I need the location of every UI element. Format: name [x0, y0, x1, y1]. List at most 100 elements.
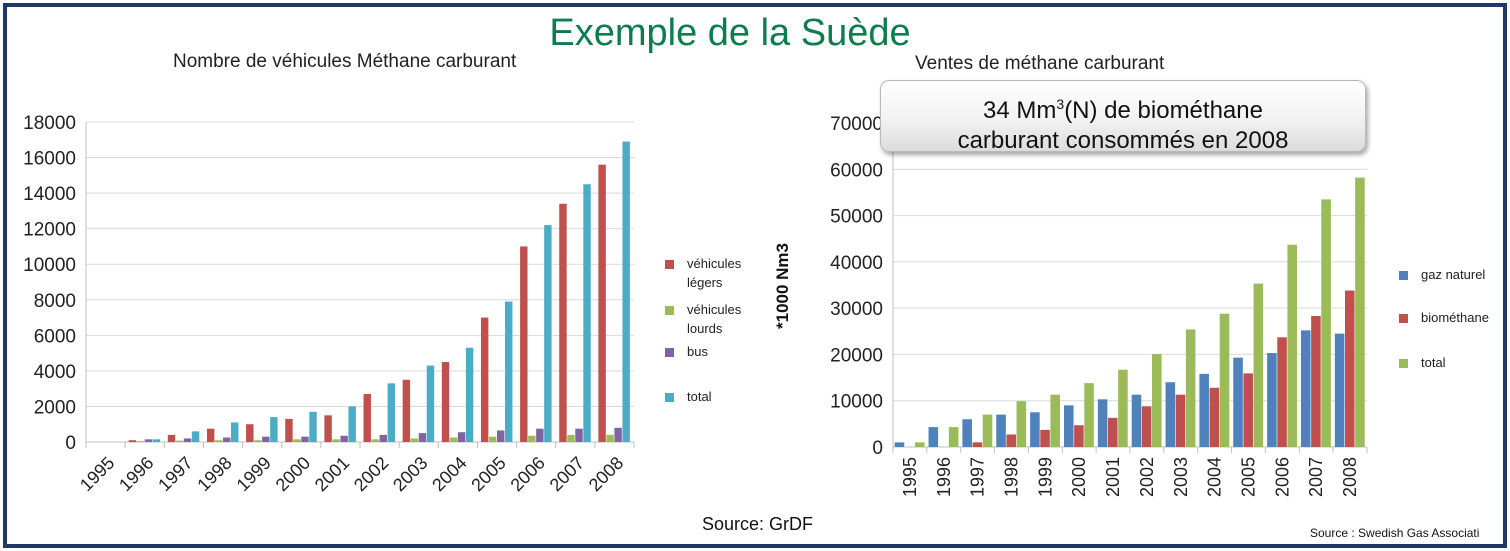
left-chart-bar-véhicules-lourds — [606, 434, 614, 442]
right-chart-bar-total — [1321, 199, 1331, 447]
left-chart-category-label: 2001 — [311, 453, 353, 495]
right-chart-category-label: 1997 — [968, 457, 988, 497]
right-chart-category-label: 2004 — [1205, 457, 1225, 497]
right-chart-y-tick-label: 20000 — [830, 345, 883, 366]
left-chart-bar-véhicules-légers — [206, 428, 215, 442]
left-chart-bar-bus — [418, 433, 427, 442]
right-chart-category-label: 2000 — [1069, 457, 1089, 497]
left-chart-bar-total — [465, 347, 474, 442]
callout-line-1: 34 Mm3(N) de biométhane — [881, 89, 1365, 126]
right-chart-bar-gaz-naturel — [962, 419, 972, 447]
left-chart-bar-total — [583, 184, 591, 442]
right-chart-y-axis-title: *1000 Nm3 — [773, 243, 792, 329]
left-chart-bar-véhicules-lourds — [449, 437, 458, 442]
left-chart-y-tick-label: 18000 — [23, 113, 76, 134]
left-chart-y-tick-label: 8000 — [34, 291, 76, 312]
right-chart-y-tick-label: 70000 — [830, 114, 883, 135]
right-chart-bar-gaz-naturel — [1030, 412, 1040, 447]
right-chart-legend-swatch — [1399, 359, 1408, 368]
left-chart-bar-total — [387, 383, 396, 442]
right-chart-bar-biométhane — [1141, 406, 1152, 447]
right-chart-title: Ventes de méthane carburant — [915, 53, 1165, 74]
left-chart-bar-bus — [497, 430, 505, 442]
right-chart-bar-gaz-naturel — [1199, 373, 1209, 447]
left-chart-bar-total — [309, 411, 317, 442]
left-chart-category-label: 2005 — [467, 453, 509, 495]
right-chart-bar-total — [1152, 353, 1162, 447]
left-chart-bar-véhicules-lourds — [410, 438, 419, 442]
left-chart-legend-swatch — [665, 348, 674, 357]
left-chart-category-label: 1999 — [233, 453, 275, 495]
right-chart-bar-gaz-naturel — [1063, 405, 1074, 447]
left-chart-bar-bus — [223, 437, 231, 442]
left-chart-legend-swatch — [665, 306, 674, 315]
left-chart-y-tick-label: 14000 — [23, 184, 76, 205]
right-chart-legend-label: gaz naturel — [1421, 267, 1485, 282]
right-chart-legend-label: biométhane — [1421, 310, 1489, 325]
source-right: Source : Swedish Gas Associati — [1310, 526, 1480, 540]
left-chart-y-tick-label: 12000 — [23, 220, 76, 241]
left-chart-bar-bus — [575, 428, 583, 442]
right-chart-bar-gaz-naturel — [1233, 357, 1243, 447]
right-chart-category-label: 2005 — [1239, 457, 1259, 497]
left-chart-legend-swatch — [665, 260, 674, 269]
left-chart-bar-véhicules-lourds — [332, 439, 340, 442]
right-chart-category-label: 2008 — [1340, 457, 1360, 497]
left-chart-bar-total — [231, 422, 239, 442]
left-chart-bar-total — [191, 431, 200, 442]
left-chart-bar-bus — [340, 435, 348, 442]
right-chart-bar-gaz-naturel — [1334, 333, 1345, 447]
left-chart-bar-total — [622, 141, 630, 443]
left-chart-bar-véhicules-légers — [324, 415, 332, 442]
right-chart-bar-gaz-naturel — [996, 414, 1006, 447]
right-chart-y-tick-label: 50000 — [830, 207, 883, 228]
right-chart-legend-swatch — [1399, 314, 1408, 323]
right-chart-category-label: 2007 — [1306, 457, 1326, 497]
left-chart-bar-véhicules-lourds — [175, 440, 184, 442]
right-chart-bar-gaz-naturel — [1165, 382, 1176, 447]
right-chart-bar-gaz-naturel — [894, 442, 905, 447]
right-chart-category-label: 2006 — [1272, 457, 1292, 497]
slide-title: Exemple de la Suède — [549, 12, 911, 54]
left-chart-category-label: 2003 — [389, 453, 431, 495]
left-chart-bar-véhicules-légers — [480, 317, 489, 442]
right-chart-y-tick-label: 10000 — [830, 392, 883, 413]
left-chart-bar-véhicules-lourds — [254, 440, 262, 442]
right-chart-category-label: 1999 — [1035, 457, 1055, 497]
left-chart-legend-label: légers — [687, 275, 723, 290]
right-chart-bar-total — [915, 442, 925, 447]
right-chart-bar-total — [1050, 394, 1060, 447]
right-chart-category-label: 2002 — [1137, 457, 1157, 497]
left-chart-bar-véhicules-lourds — [293, 439, 301, 442]
right-chart-bar-gaz-naturel — [1300, 330, 1311, 447]
left-chart-category-label: 2008 — [585, 453, 627, 495]
left-chart-y-tick-label: 0 — [65, 433, 76, 454]
left-chart-bar-bus — [301, 436, 309, 442]
left-chart-category-label: 2002 — [350, 453, 392, 495]
left-chart-bar-véhicules-légers — [128, 440, 137, 442]
left-chart-bar-total — [505, 301, 513, 442]
callout-superscript: 3 — [1056, 96, 1065, 112]
right-chart-bar-biométhane — [1040, 429, 1050, 447]
left-chart-category-label: 1996 — [115, 453, 157, 495]
right-chart-bar-gaz-naturel — [1131, 394, 1142, 447]
right-chart-bar-total — [1253, 283, 1264, 447]
left-chart-legend-label: total — [687, 389, 712, 404]
right-chart-category-label: 1995 — [900, 457, 920, 497]
right-chart-bar-biométhane — [1209, 387, 1220, 447]
left-chart-legend-label: véhicules — [687, 302, 742, 317]
left-chart-bar-total — [270, 417, 278, 442]
left-chart-category-label: 2007 — [546, 453, 588, 495]
left-chart-legend-label: bus — [687, 344, 708, 359]
left-chart-bar-véhicules-lourds — [567, 434, 575, 442]
callout-suffix: (N) de biométhane — [1064, 97, 1263, 124]
right-chart-y-tick-label: 40000 — [830, 253, 883, 274]
right-chart-bar-total — [1355, 177, 1365, 448]
right-chart-bar-biométhane — [972, 442, 983, 447]
left-chart-bar-bus — [144, 439, 153, 442]
left-chart-y-tick-label: 10000 — [23, 255, 76, 276]
left-chart-y-tick-label: 6000 — [34, 326, 76, 347]
left-chart-bar-bus — [262, 436, 270, 442]
right-chart-bar-biométhane — [1175, 394, 1186, 447]
right-chart-bar-biométhane — [1277, 337, 1287, 447]
